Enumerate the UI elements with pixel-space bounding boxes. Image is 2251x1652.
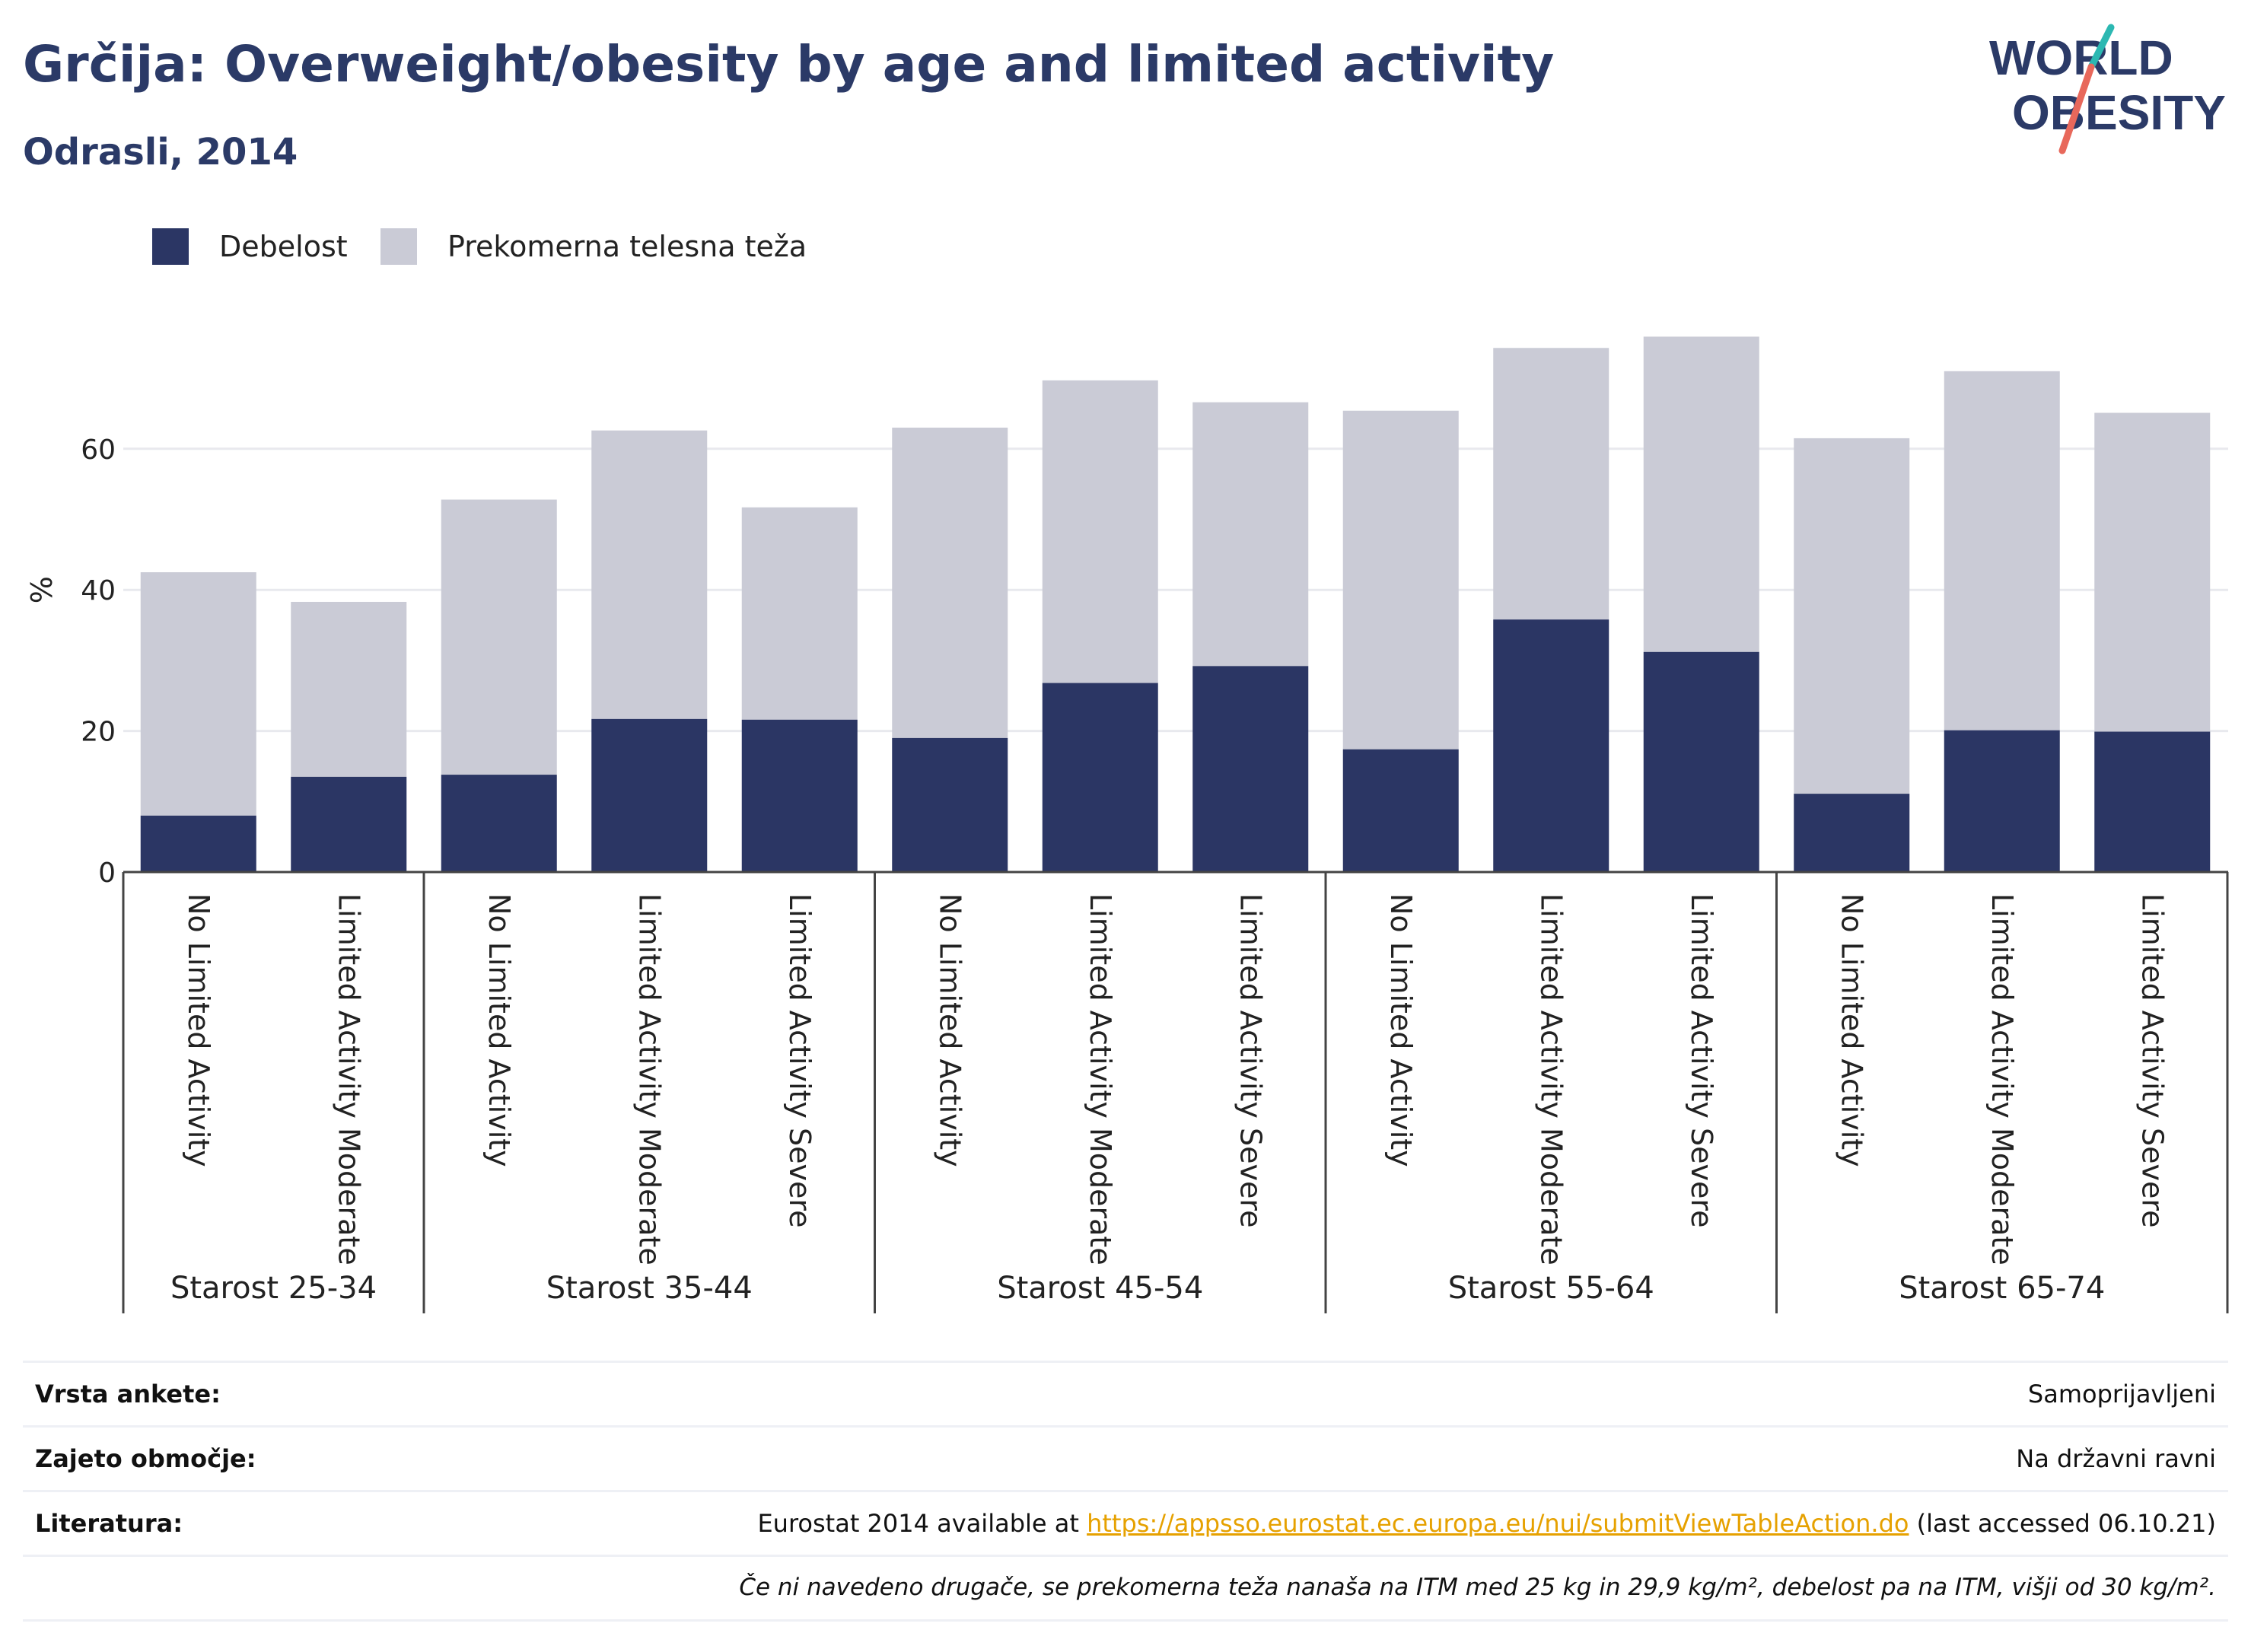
legend-label-overweight: Prekomerna telesna teža — [447, 230, 807, 263]
bar-overweight — [1192, 402, 1309, 667]
reference-value: Eurostat 2014 available at https://appss… — [757, 1509, 2216, 1538]
bar-obesity — [1192, 666, 1309, 872]
logo-slash-coral — [2058, 63, 2095, 154]
y-axis-label: % — [25, 576, 59, 603]
bar-obesity — [892, 737, 1008, 872]
reference-label: Literatura: — [35, 1509, 183, 1538]
info-row-note: Če ni navedeno drugače, se prekomerna te… — [23, 1555, 2228, 1622]
bar-overweight — [741, 507, 858, 720]
x-category-label: No Limited Activity — [933, 893, 966, 1167]
bar-obesity — [1794, 794, 1910, 872]
legend-label-obesity: Debelost — [219, 230, 348, 263]
legend-swatch-overweight — [380, 228, 417, 265]
coverage-value: Na državni ravni — [2016, 1444, 2216, 1473]
info-row-coverage: Zajeto območje: Na državni ravni — [23, 1425, 2228, 1490]
x-category-label: Limited Activity Moderate — [332, 893, 365, 1265]
x-group-label: Starost 55-64 — [1448, 1271, 1654, 1306]
survey-type-label: Vrsta ankete: — [35, 1380, 221, 1408]
bar-overweight — [1794, 438, 1910, 794]
info-row-reference: Literatura: Eurostat 2014 available at h… — [23, 1490, 2228, 1555]
coverage-label: Zajeto območje: — [35, 1444, 256, 1473]
bar-overweight — [2094, 412, 2211, 732]
x-group-label: Starost 65-74 — [1899, 1271, 2105, 1306]
survey-type-value: Samoprijavljeni — [2027, 1380, 2216, 1408]
bar-overweight — [1342, 410, 1459, 750]
bar-overweight — [140, 572, 256, 816]
reference-suffix: (last accessed 06.10.21) — [1909, 1509, 2216, 1538]
logo-word-world: WORLD — [1989, 30, 2173, 85]
bar-obesity — [1944, 730, 2060, 872]
bar-obesity — [140, 815, 256, 872]
x-category-label: Limited Activity Severe — [1234, 893, 1267, 1228]
x-category-label: Limited Activity Moderate — [1084, 893, 1117, 1265]
bar-obesity — [741, 719, 858, 872]
x-category-label: Limited Activity Severe — [783, 893, 817, 1228]
y-tick-label: 60 — [81, 434, 116, 466]
chart-title: Grčija: Overweight/obesity by age and li… — [23, 35, 1555, 94]
y-tick-label: 40 — [81, 575, 116, 606]
y-tick-label: 20 — [81, 717, 116, 748]
logo-word-obesity: OBESITY — [2012, 85, 2226, 140]
x-category-label: Limited Activity Severe — [1685, 893, 1718, 1228]
x-category-label: Limited Activity Moderate — [1534, 893, 1568, 1265]
bar-obesity — [1643, 651, 1759, 872]
x-category-label: No Limited Activity — [1835, 893, 1868, 1167]
bar-overweight — [1042, 380, 1158, 683]
reference-prefix: Eurostat 2014 available at — [757, 1509, 1087, 1538]
bar-overweight — [1944, 371, 2060, 731]
x-category-label: No Limited Activity — [1384, 893, 1418, 1167]
y-tick-label: 0 — [98, 858, 116, 889]
definition-note: Če ni navedeno drugače, se prekomerna te… — [739, 1574, 2216, 1601]
bar-overweight — [591, 430, 708, 719]
x-category-label: Limited Activity Moderate — [1985, 893, 2019, 1265]
world-obesity-logo: WORLD OBESITY — [1989, 24, 2226, 154]
legend-swatch-obesity — [152, 228, 189, 265]
bar-overweight — [291, 601, 407, 777]
info-row-survey: Vrsta ankete: Samoprijavljeni — [23, 1361, 2228, 1425]
stacked-bar-chart: 0 20 40 60% No Limited Activity Limited Activ… — [25, 336, 2229, 1313]
bar-obesity — [291, 776, 407, 872]
bar-overweight — [1493, 348, 1609, 620]
bar-obesity — [1493, 619, 1609, 872]
x-group-label: Starost 35-44 — [546, 1271, 753, 1306]
x-category-label: Limited Activity Moderate — [632, 893, 666, 1265]
bar-obesity — [1042, 683, 1158, 872]
x-category-label: No Limited Activity — [482, 893, 516, 1167]
bar-overweight — [1643, 336, 1759, 652]
x-group-label: Starost 45-54 — [997, 1271, 1203, 1306]
bar-overweight — [441, 499, 557, 775]
bar-obesity — [1342, 749, 1459, 872]
x-group-label: Starost 25-34 — [170, 1271, 377, 1306]
chart-subtitle: Odrasli, 2014 — [23, 131, 298, 173]
bar-obesity — [591, 718, 708, 872]
logo-slash-teal — [2087, 24, 2115, 71]
info-table: Vrsta ankete: Samoprijavljeni Zajeto obm… — [23, 1361, 2228, 1622]
bar-obesity — [2094, 731, 2211, 872]
x-category-label: No Limited Activity — [182, 893, 215, 1167]
bar-overweight — [892, 427, 1008, 738]
bar-obesity — [441, 775, 557, 872]
x-category-label: Limited Activity Severe — [2135, 893, 2169, 1228]
reference-link[interactable]: https://appsso.eurostat.ec.europa.eu/nui… — [1087, 1509, 1909, 1538]
